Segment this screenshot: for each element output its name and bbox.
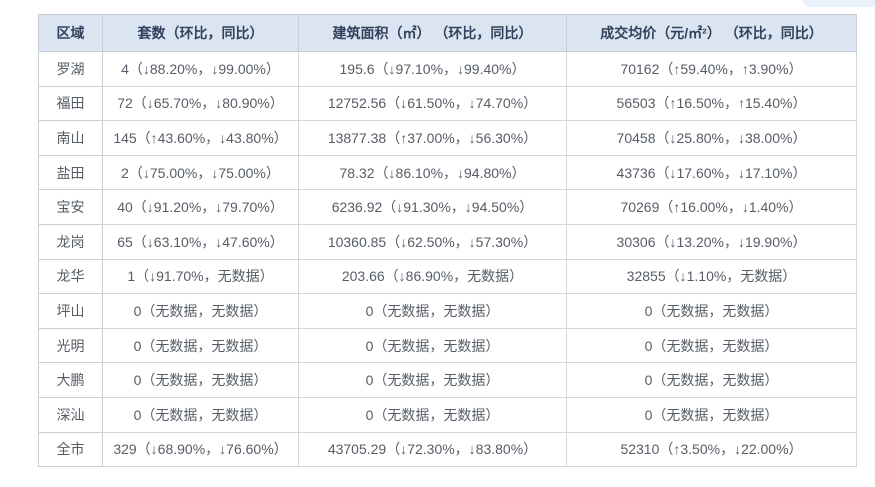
price-cell: 32855（↓1.10%，无数据） xyxy=(566,258,857,295)
table-body: 罗湖 4（↓88.20%，↓99.00%） 195.6（↓97.10%，↓99.40… xyxy=(38,51,857,468)
area-cell: 12752.56（↓61.50%，↓74.70%） xyxy=(298,85,567,122)
units-cell: 145（↑43.60%，↓43.80%） xyxy=(102,120,299,156)
table-row: 深汕 0（无数据，无数据） 0（无数据，无数据） 0（无数据，无数据） xyxy=(38,396,857,433)
region-cell: 全市 xyxy=(38,431,103,468)
price-cell: 52310（↑3.50%，↓22.00%） xyxy=(566,431,857,468)
cutoff-button-top-right[interactable] xyxy=(803,0,875,7)
table-row: 宝安 40（↓91.20%，↓79.70%） 6236.92（↓91.30%，↓94… xyxy=(38,189,857,225)
column-header-units: 套数（环比，同比） xyxy=(102,14,299,52)
price-cell: 0（无数据，无数据） xyxy=(566,327,857,364)
price-cell: 43736（↓17.60%，↓17.10%） xyxy=(566,154,857,191)
area-cell: 10360.85（↓62.50%，↓57.30%） xyxy=(298,223,567,260)
table-row: 大鹏 0（无数据，无数据） 0（无数据，无数据） 0（无数据，无数据） xyxy=(38,362,857,398)
header-row: 区域 套数（环比，同比） 建筑面积（㎡） （环比，同比） 成交均价（元/㎡²） … xyxy=(38,14,857,52)
price-cell: 56503（↑16.50%，↑15.40%） xyxy=(566,85,857,122)
units-cell: 65（↓63.10%，↓47.60%） xyxy=(102,223,299,260)
units-cell: 329（↓68.90%，↓76.60%） xyxy=(102,431,299,468)
price-cell: 0（无数据，无数据） xyxy=(566,362,857,398)
area-cell: 6236.92（↓91.30%，↓94.50%） xyxy=(298,189,567,225)
table-row: 盐田 2（↓75.00%，↓75.00%） 78.32（↓86.10%，↓94.80… xyxy=(38,154,857,191)
units-cell: 1（↓91.70%，无数据） xyxy=(102,258,299,295)
units-cell: 0（无数据，无数据） xyxy=(102,293,299,329)
area-cell: 0（无数据，无数据） xyxy=(298,396,567,433)
table-row: 罗湖 4（↓88.20%，↓99.00%） 195.6（↓97.10%，↓99.40… xyxy=(38,51,857,87)
units-cell: 72（↓65.70%，↓80.90%） xyxy=(102,85,299,122)
column-header-region: 区域 xyxy=(38,14,103,52)
units-cell: 40（↓91.20%，↓79.70%） xyxy=(102,189,299,225)
table-row: 福田 72（↓65.70%，↓80.90%） 12752.56（↓61.50%，↓7… xyxy=(38,85,857,122)
region-cell: 福田 xyxy=(38,85,103,122)
region-cell: 坪山 xyxy=(38,293,103,329)
area-cell: 195.6（↓97.10%，↓99.40%） xyxy=(298,51,567,87)
area-cell: 78.32（↓86.10%，↓94.80%） xyxy=(298,154,567,191)
table-row: 龙华 1（↓91.70%，无数据） 203.66（↓86.90%，无数据） 32855… xyxy=(38,258,857,295)
region-cell: 龙岗 xyxy=(38,223,103,260)
region-cell: 盐田 xyxy=(38,154,103,191)
table-row: 坪山 0（无数据，无数据） 0（无数据，无数据） 0（无数据，无数据） xyxy=(38,293,857,329)
price-cell: 70458（↓25.80%，↓38.00%） xyxy=(566,120,857,156)
price-cell: 0（无数据，无数据） xyxy=(566,293,857,329)
column-header-area: 建筑面积（㎡） （环比，同比） xyxy=(298,14,567,52)
area-cell: 0（无数据，无数据） xyxy=(298,293,567,329)
region-cell: 光明 xyxy=(38,327,103,364)
units-cell: 2（↓75.00%，↓75.00%） xyxy=(102,154,299,191)
table-row: 光明 0（无数据，无数据） 0（无数据，无数据） 0（无数据，无数据） xyxy=(38,327,857,364)
region-cell: 龙华 xyxy=(38,258,103,295)
column-header-price: 成交均价（元/㎡²） （环比，同比） xyxy=(566,14,857,52)
table-row: 全市 329（↓68.90%，↓76.60%） 43705.29（↓72.30%，↓… xyxy=(38,431,857,468)
units-cell: 4（↓88.20%，↓99.00%） xyxy=(102,51,299,87)
price-cell: 70162（↑59.40%，↑3.90%） xyxy=(566,51,857,87)
area-cell: 13877.38（↑37.00%，↓56.30%） xyxy=(298,120,567,156)
price-cell: 30306（↓13.20%，↓19.90%） xyxy=(566,223,857,260)
area-cell: 43705.29（↓72.30%，↓83.80%） xyxy=(298,431,567,468)
region-cell: 大鹏 xyxy=(38,362,103,398)
area-cell: 0（无数据，无数据） xyxy=(298,327,567,364)
units-cell: 0（无数据，无数据） xyxy=(102,327,299,364)
area-cell: 0（无数据，无数据） xyxy=(298,362,567,398)
units-cell: 0（无数据，无数据） xyxy=(102,362,299,398)
region-cell: 宝安 xyxy=(38,189,103,225)
housing-stats-table: 区域 套数（环比，同比） 建筑面积（㎡） （环比，同比） 成交均价（元/㎡²） … xyxy=(38,14,857,468)
region-cell: 南山 xyxy=(38,120,103,156)
table-header: 区域 套数（环比，同比） 建筑面积（㎡） （环比，同比） 成交均价（元/㎡²） … xyxy=(38,14,857,52)
region-cell: 罗湖 xyxy=(38,51,103,87)
area-cell: 203.66（↓86.90%，无数据） xyxy=(298,258,567,295)
units-cell: 0（无数据，无数据） xyxy=(102,396,299,433)
price-cell: 70269（↑16.00%，↓1.40%） xyxy=(566,189,857,225)
table-row: 龙岗 65（↓63.10%，↓47.60%） 10360.85（↓62.50%，↓5… xyxy=(38,223,857,260)
region-cell: 深汕 xyxy=(38,396,103,433)
table-row: 南山 145（↑43.60%，↓43.80%） 13877.38（↑37.00%，↓… xyxy=(38,120,857,156)
price-cell: 0（无数据，无数据） xyxy=(566,396,857,433)
